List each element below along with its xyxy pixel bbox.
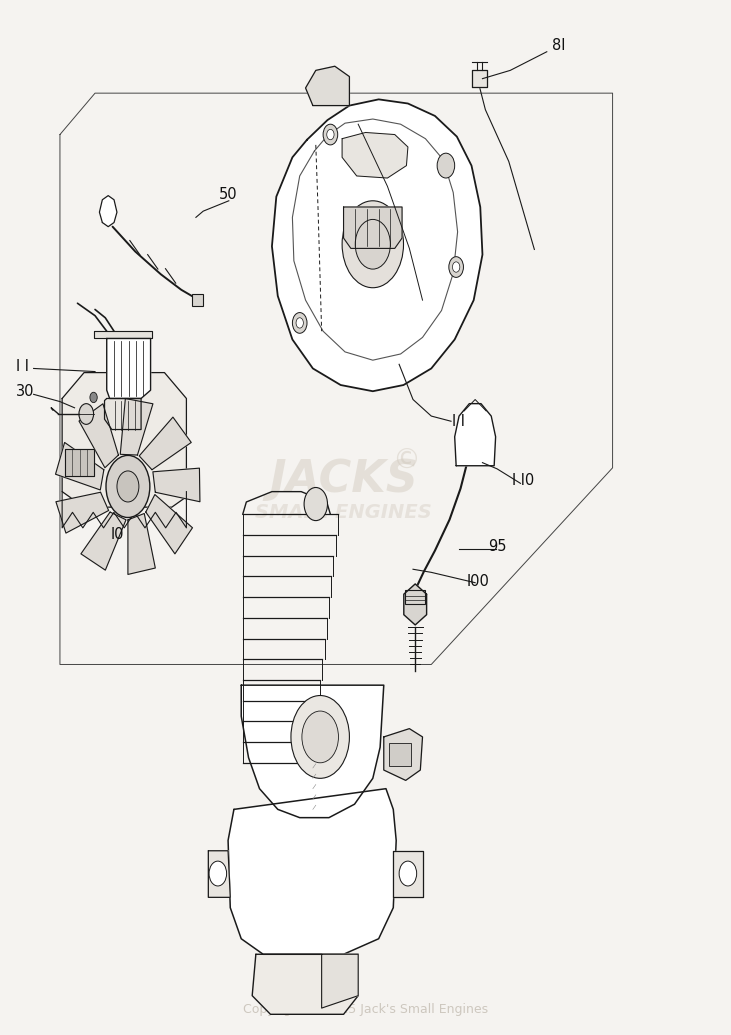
Polygon shape: [121, 398, 153, 455]
Polygon shape: [228, 789, 396, 954]
Circle shape: [304, 487, 327, 521]
Polygon shape: [139, 417, 192, 470]
Circle shape: [399, 861, 417, 886]
Text: l l: l l: [452, 414, 465, 430]
Polygon shape: [105, 398, 141, 430]
Circle shape: [90, 392, 97, 403]
Polygon shape: [128, 513, 155, 574]
Polygon shape: [145, 495, 192, 554]
Polygon shape: [62, 373, 186, 507]
Polygon shape: [472, 70, 487, 87]
Circle shape: [437, 153, 455, 178]
Text: l l: l l: [16, 358, 29, 374]
Text: SMALL ENGINES: SMALL ENGINES: [255, 503, 432, 522]
Polygon shape: [79, 404, 118, 468]
Circle shape: [449, 257, 463, 277]
Circle shape: [355, 219, 390, 269]
Circle shape: [323, 124, 338, 145]
Bar: [389, 743, 411, 766]
Polygon shape: [455, 404, 496, 466]
Circle shape: [342, 201, 404, 288]
Circle shape: [79, 404, 94, 424]
Text: 95: 95: [488, 538, 507, 554]
Text: 8l: 8l: [552, 37, 565, 53]
Text: 30: 30: [16, 384, 34, 400]
Polygon shape: [65, 449, 94, 476]
Text: l00: l00: [466, 573, 489, 589]
Polygon shape: [393, 851, 423, 897]
Bar: [405, 590, 425, 604]
Polygon shape: [252, 954, 358, 1014]
Text: Copyright © 2015 Jack's Small Engines: Copyright © 2015 Jack's Small Engines: [243, 1003, 488, 1016]
Polygon shape: [344, 207, 402, 248]
Polygon shape: [56, 443, 104, 490]
Circle shape: [302, 711, 338, 763]
Circle shape: [117, 471, 139, 502]
Circle shape: [296, 318, 303, 328]
Circle shape: [292, 313, 307, 333]
Polygon shape: [384, 729, 423, 780]
Text: ©: ©: [392, 446, 420, 475]
Circle shape: [291, 696, 349, 778]
Circle shape: [106, 455, 150, 518]
Polygon shape: [342, 132, 408, 178]
Circle shape: [209, 861, 227, 886]
Polygon shape: [94, 331, 152, 338]
Polygon shape: [81, 512, 126, 570]
Polygon shape: [404, 584, 427, 625]
Text: JACKS: JACKS: [269, 457, 418, 501]
Text: l l0: l l0: [512, 473, 534, 489]
Polygon shape: [107, 338, 151, 398]
Text: 50: 50: [219, 186, 238, 202]
Circle shape: [452, 262, 460, 272]
Text: l0: l0: [111, 527, 124, 542]
Polygon shape: [99, 196, 117, 227]
Polygon shape: [322, 954, 358, 1008]
Polygon shape: [272, 99, 482, 391]
Polygon shape: [208, 851, 230, 897]
Polygon shape: [306, 66, 349, 106]
Bar: [192, 294, 203, 306]
Polygon shape: [153, 468, 200, 502]
Circle shape: [327, 129, 334, 140]
Polygon shape: [56, 493, 109, 533]
Polygon shape: [241, 685, 384, 818]
